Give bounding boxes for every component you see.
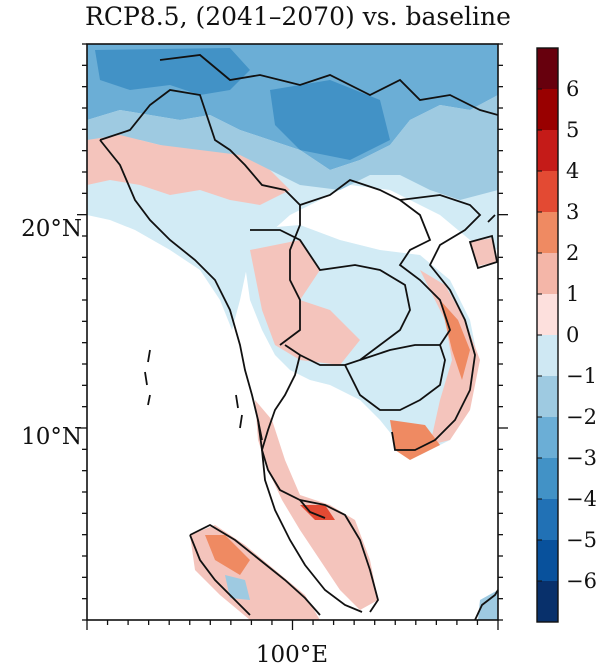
colorbar-label: 5 [566,118,579,142]
colorbar-swatch [537,335,558,376]
colorbar-label: 0 [566,323,579,347]
colorbar-swatch [537,417,558,458]
colorbar-swatch [537,458,558,499]
colorbar-label: 4 [566,159,579,183]
colorbar-label: −1 [566,364,597,388]
colorbar-swatch [537,130,558,171]
colorbar-label: −5 [566,528,597,552]
colorbar-swatch [537,253,558,294]
colorbar-label: 1 [566,282,579,306]
colorbar-swatch [537,212,558,253]
colorbar: 6 5 4 3 2 1 0 −1 −2 −3 −4 −5 −6 [537,48,597,622]
colorbar-label: −2 [566,405,597,429]
colorbar-label: −6 [566,569,597,593]
colorbar-swatch [537,376,558,417]
colorbar-label: 2 [566,241,579,265]
colorbar-swatch [537,171,558,212]
colorbar-swatch [537,89,558,130]
colorbar-swatch [537,48,558,89]
colorbar-swatch [537,540,558,581]
lat-tick-label: 20°N [21,216,82,242]
colorbar-label: −3 [566,446,597,470]
colorbar-swatch [537,499,558,540]
colorbar-label: 6 [566,77,579,101]
lat-tick-label: 10°N [21,424,82,450]
colorbar-label: 3 [566,200,579,224]
colorbar-swatch [537,581,558,622]
colorbar-label: −4 [566,487,597,511]
lon-tick-label: 100°E [256,642,328,667]
colorbar-swatch [537,294,558,335]
